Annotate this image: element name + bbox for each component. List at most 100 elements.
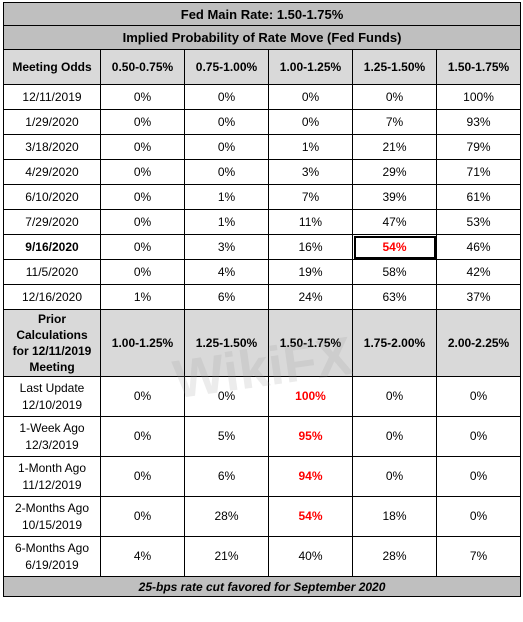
meeting-date: 12/11/2019 (3, 84, 101, 110)
probability-cell: 95% (268, 416, 353, 457)
prior-column-header: 1.25-1.50% (184, 309, 269, 377)
prior-row-label: 1-Month Ago 11/12/2019 (3, 456, 101, 497)
prior-header-line: for 12/11/2019 (12, 344, 92, 358)
probability-cell: 28% (184, 496, 269, 537)
probability-cell: 7% (352, 109, 437, 135)
probability-cell: 3% (268, 159, 353, 185)
odds-column-header: 1.00-1.25% (268, 49, 353, 85)
probability-cell: 0% (352, 376, 437, 417)
probability-cell: 58% (352, 259, 437, 285)
probability-cell: 1% (268, 134, 353, 160)
prior-row-date: 6/19/2019 (25, 557, 79, 572)
table-row: 4/29/2020 0% 0% 3% 29% 71% (3, 159, 522, 185)
probability-cell: 0% (184, 84, 269, 110)
probability-cell: 0% (100, 209, 185, 235)
probability-cell: 0% (100, 184, 185, 210)
prior-row-label: 2-Months Ago 10/15/2019 (3, 496, 101, 537)
table-row: 11/5/2020 0% 4% 19% 58% 42% (3, 259, 522, 285)
prior-column-header: 2.00-2.25% (435, 309, 522, 377)
prior-row-label: Last Update 12/10/2019 (3, 376, 101, 417)
probability-cell: 21% (184, 536, 269, 577)
table-subtitle: Implied Probability of Rate Move (Fed Fu… (2, 25, 522, 50)
prior-row-period: Last Update (19, 380, 85, 395)
probability-cell: 39% (352, 184, 437, 210)
meeting-date: 1/29/2020 (3, 109, 101, 135)
table-row: 9/16/2020 0% 3% 16% 54% 46% (3, 234, 522, 260)
meeting-date: 3/18/2020 (3, 134, 101, 160)
probability-cell: 54% (352, 234, 437, 260)
probability-cell: 100% (268, 376, 353, 417)
probability-cell: 94% (268, 456, 353, 497)
meeting-date: 4/29/2020 (3, 159, 101, 185)
prior-column-header: 1.00-1.25% (100, 309, 185, 377)
probability-cell: 100% (435, 84, 522, 110)
probability-cell: 0% (352, 84, 437, 110)
probability-cell: 47% (352, 209, 437, 235)
probability-cell: 4% (100, 536, 185, 577)
probability-cell: 0% (352, 416, 437, 457)
probability-cell: 1% (184, 184, 269, 210)
table-row: 6/10/2020 0% 1% 7% 39% 61% (3, 184, 522, 210)
prior-header-label: Prior Calculations for 12/11/2019 Meeting (3, 309, 101, 377)
probability-cell: 63% (352, 284, 437, 310)
probability-cell: 18% (352, 496, 437, 537)
probability-cell: 4% (184, 259, 269, 285)
probability-cell: 0% (184, 134, 269, 160)
table-row: 3/18/2020 0% 0% 1% 21% 79% (3, 134, 522, 160)
probability-cell: 0% (435, 376, 522, 417)
probability-cell: 0% (184, 109, 269, 135)
table-row: 7/29/2020 0% 1% 11% 47% 53% (3, 209, 522, 235)
probability-cell: 0% (100, 234, 185, 260)
prior-row-label: 1-Week Ago 12/3/2019 (3, 416, 101, 457)
probability-cell: 0% (184, 159, 269, 185)
prior-header-line: Meeting (29, 360, 75, 374)
probability-cell: 71% (435, 159, 522, 185)
table-row: 1-Week Ago 12/3/2019 0% 5% 95% 0% 0% (3, 416, 522, 457)
table-row: 12/11/2019 0% 0% 0% 0% 100% (3, 84, 522, 110)
probability-cell: 0% (435, 416, 522, 457)
probability-cell: 0% (100, 496, 185, 537)
meeting-date: 9/16/2020 (3, 234, 101, 260)
probability-cell: 28% (352, 536, 437, 577)
probability-cell: 7% (435, 536, 522, 577)
probability-cell: 0% (100, 84, 185, 110)
table-row: 1/29/2020 0% 0% 0% 7% 93% (3, 109, 522, 135)
probability-cell: 42% (435, 259, 522, 285)
probability-cell: 19% (268, 259, 353, 285)
prior-row-label: 6-Months Ago 6/19/2019 (3, 536, 101, 577)
probability-cell: 54% (268, 496, 353, 537)
probability-cell: 40% (268, 536, 353, 577)
prior-header-line: Prior (37, 312, 66, 326)
probability-cell: 0% (100, 259, 185, 285)
prior-row-date: 11/12/2019 (22, 477, 82, 492)
probability-cell: 0% (184, 376, 269, 417)
probability-cell: 29% (352, 159, 437, 185)
footer-row: 25-bps rate cut favored for September 20… (2, 576, 522, 597)
probability-cell: 16% (268, 234, 353, 260)
odds-column-header: 0.50-0.75% (100, 49, 185, 85)
odds-column-header: 0.75-1.00% (184, 49, 269, 85)
probability-cell: 6% (184, 456, 269, 497)
meeting-date: 7/29/2020 (3, 209, 101, 235)
probability-cell: 0% (100, 159, 185, 185)
probability-cell: 6% (184, 284, 269, 310)
meeting-date: 6/10/2020 (3, 184, 101, 210)
table-row: 6-Months Ago 6/19/2019 4% 21% 40% 28% 7% (3, 536, 522, 577)
table-footer: 25-bps rate cut favored for September 20… (2, 576, 522, 597)
probability-cell: 46% (435, 234, 522, 260)
prior-row-period: 6-Months Ago (14, 540, 90, 555)
probability-cell: 0% (100, 109, 185, 135)
prior-header-row: Prior Calculations for 12/11/2019 Meeting 1.… (3, 309, 522, 377)
probability-cell: 24% (268, 284, 353, 310)
probability-cell: 0% (100, 456, 185, 497)
probability-cell: 0% (268, 109, 353, 135)
probability-cell: 11% (268, 209, 353, 235)
table-row: 1-Month Ago 11/12/2019 0% 6% 94% 0% 0% (3, 456, 522, 497)
odds-column-header: 1.50-1.75% (435, 49, 522, 85)
probability-cell: 1% (100, 284, 185, 310)
probability-cell: 21% (352, 134, 437, 160)
probability-cell: 3% (184, 234, 269, 260)
prior-row-period: 2-Months Ago (14, 500, 90, 515)
prior-column-header: 1.75-2.00% (352, 309, 437, 377)
prior-row-date: 12/10/2019 (21, 397, 83, 412)
